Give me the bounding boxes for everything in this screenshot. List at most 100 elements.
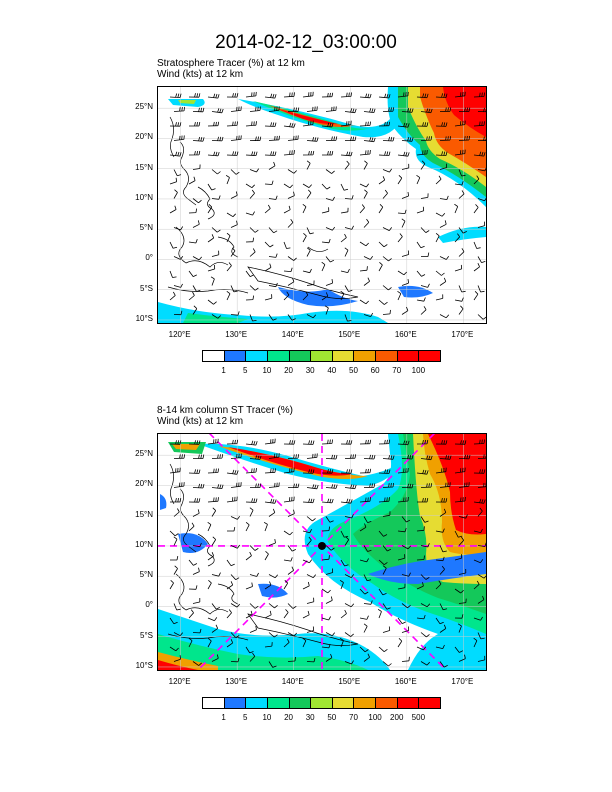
- wind-barb: [363, 600, 373, 605]
- wind-barb: [287, 218, 294, 228]
- wind-barb: [325, 106, 337, 112]
- wind-barb: [268, 282, 278, 288]
- wind-barb: [435, 212, 446, 217]
- wind-barb: [173, 536, 178, 546]
- wind-barb: [473, 498, 486, 504]
- wind-barb: [435, 498, 448, 503]
- wind-barb: [363, 483, 376, 488]
- wind-barb: [264, 581, 272, 590]
- lat-tick-label: 5°S: [140, 283, 153, 293]
- colorbar-swatch: [331, 350, 355, 362]
- wind-barb: [169, 241, 178, 249]
- wind-barb: [230, 285, 238, 293]
- wind-barb: [207, 151, 220, 157]
- wind-barb: [473, 616, 483, 621]
- wind-barb: [192, 483, 205, 489]
- colorbar-level-label: 100: [368, 713, 382, 722]
- wind-barb: [378, 261, 383, 272]
- wind-barb: [264, 610, 272, 619]
- wind-barb: [283, 291, 290, 301]
- wind-barb: [249, 189, 255, 199]
- colorbar-swatch: [375, 697, 398, 709]
- wind-barb: [268, 508, 276, 517]
- wind-barb: [420, 283, 430, 288]
- colorbar-level-label: 30: [305, 713, 315, 722]
- wind-barb: [435, 122, 448, 127]
- colorbar-swatch: [245, 350, 268, 362]
- wind-barb: [416, 122, 429, 127]
- wind-barb: [226, 469, 239, 475]
- wind-barb: [420, 306, 427, 315]
- colorbar-level-label: 50: [327, 713, 337, 722]
- wind-barb: [416, 93, 429, 99]
- lon-tick-label: 150°E: [338, 677, 361, 686]
- wind-barb: [188, 585, 198, 590]
- wind-barb: [416, 439, 429, 445]
- wind-barb: [173, 454, 186, 459]
- wind-barb: [169, 440, 182, 445]
- wind-barb: [268, 253, 278, 258]
- wind-barb: [211, 603, 220, 610]
- wind-barb: [249, 507, 254, 517]
- wind-barb: [192, 305, 198, 315]
- wind-barb: [264, 93, 277, 99]
- wind-barb: [477, 482, 486, 488]
- wind-barb: [245, 91, 257, 98]
- wind-barb: [230, 191, 238, 199]
- wind-barb: [325, 279, 333, 286]
- wind-barb: [249, 168, 260, 173]
- wind-barb: [363, 277, 370, 286]
- wind-barb: [458, 598, 467, 604]
- wind-barb: [458, 654, 466, 662]
- wind-barb: [458, 190, 465, 199]
- wind-barb: [359, 204, 365, 214]
- wind-barb: [359, 149, 371, 156]
- wind-barb: [454, 91, 466, 98]
- wind-barb: [226, 121, 238, 127]
- wind-barb: [363, 574, 372, 582]
- wind-barb: [382, 227, 393, 231]
- wind-barb: [230, 106, 242, 112]
- wind-barb: [477, 136, 486, 141]
- colorbar-swatch: [245, 697, 268, 709]
- wind-barb: [439, 195, 449, 200]
- wind-barb: [439, 508, 447, 517]
- wind-barb: [473, 291, 479, 301]
- wind-barb: [192, 136, 205, 142]
- wind-barb: [192, 509, 200, 517]
- wind-barb: [188, 609, 194, 619]
- wind-barb: [249, 545, 259, 551]
- wind-barb: [435, 556, 445, 562]
- wind-barb: [173, 135, 185, 141]
- wind-barb: [435, 232, 440, 243]
- wind-barb: [401, 218, 406, 228]
- wind-barb: [435, 440, 448, 445]
- wind-barb: [382, 107, 395, 112]
- wind-barb: [302, 581, 310, 590]
- colorbar-swatch: [310, 350, 333, 362]
- wind-barb: [458, 536, 465, 546]
- wind-barb: [302, 610, 310, 619]
- wind-barb: [420, 661, 430, 666]
- wind-barb: [268, 603, 278, 609]
- wind-barb: [473, 92, 485, 98]
- wind-barb: [363, 160, 368, 170]
- wind-barb: [283, 609, 289, 619]
- wind-barb: [439, 454, 452, 460]
- wind-barb: [169, 580, 174, 590]
- wind-barb: [359, 468, 372, 474]
- wind-barb: [401, 516, 411, 523]
- wind-barb: [283, 557, 293, 562]
- wind-barb: [306, 574, 317, 579]
- wind-barb: [340, 120, 352, 127]
- wind-barb: [359, 615, 369, 620]
- wind-barb: [302, 291, 309, 301]
- wind-barb: [268, 539, 276, 546]
- wind-barb: [363, 137, 376, 143]
- wind-barb: [325, 568, 334, 575]
- wind-barb: [454, 467, 466, 474]
- wind-barb: [306, 453, 318, 459]
- wind-barb: [302, 559, 313, 564]
- wind-barb: [249, 285, 259, 291]
- wind-barb: [192, 198, 202, 204]
